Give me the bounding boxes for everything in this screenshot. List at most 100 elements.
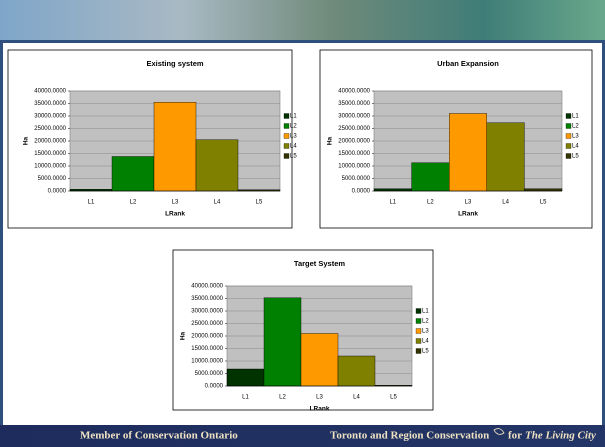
y-tick-label: 30000.0000: [191, 309, 223, 315]
footer-left: Member of Conservation Ontario: [80, 430, 238, 442]
legend-swatch: [283, 153, 290, 159]
x-axis-label: LRank: [310, 406, 330, 413]
legend-swatch: [565, 133, 572, 139]
legend-swatch: [415, 308, 422, 314]
bar: [524, 188, 563, 192]
legend-swatch: [415, 338, 422, 344]
legend-label: L4: [422, 339, 429, 345]
legend-label: L5: [290, 154, 297, 160]
legend-label: L1: [290, 114, 297, 120]
legend-label: L2: [572, 124, 579, 130]
x-tick-label: L1: [389, 200, 396, 206]
chart-title: Target System: [294, 259, 345, 268]
right-border: [602, 43, 605, 425]
x-tick-label: L3: [316, 395, 323, 401]
legend-label: L3: [422, 329, 429, 335]
chart-title: Existing system: [146, 59, 203, 68]
legend-swatch: [415, 348, 422, 354]
legend-swatch: [565, 153, 572, 159]
bar: [449, 113, 488, 192]
y-axis-label: Ha: [23, 136, 30, 145]
legend-label: L3: [572, 134, 579, 140]
legend-swatch: [283, 143, 290, 149]
footer-logo: [493, 428, 505, 435]
legend-swatch: [565, 143, 572, 149]
x-tick-label: L2: [427, 200, 434, 206]
bar: [486, 122, 525, 192]
y-tick-label: 20000.0000: [34, 139, 66, 145]
y-tick-label: 10000.0000: [338, 164, 370, 170]
bar: [337, 355, 376, 387]
header-rule: [0, 40, 605, 43]
bar: [195, 139, 239, 192]
x-tick-label: L1: [88, 200, 95, 206]
y-tick-label: 25000.0000: [191, 321, 223, 327]
legend-label: L3: [290, 134, 297, 140]
y-tick-label: 0.0000: [352, 189, 371, 195]
legend-label: L4: [572, 144, 579, 150]
x-tick-label: L3: [465, 200, 472, 206]
footer-bar: [0, 425, 605, 447]
legend-label: L4: [290, 144, 297, 150]
legend-swatch: [283, 133, 290, 139]
bar: [373, 188, 412, 192]
legend-label: L5: [572, 154, 579, 160]
x-tick-label: L5: [256, 200, 263, 206]
y-tick-label: 40000.0000: [191, 284, 223, 290]
x-tick-label: L2: [279, 395, 286, 401]
left-border: [0, 43, 3, 425]
x-axis-label: LRank: [458, 211, 478, 218]
footer-tagline: The Living City: [525, 430, 596, 442]
legend-swatch: [565, 123, 572, 129]
legend-swatch: [565, 113, 572, 119]
legend-label: L2: [290, 124, 297, 130]
y-tick-label: 30000.0000: [34, 114, 66, 120]
x-tick-label: L5: [390, 395, 397, 401]
legend-swatch: [283, 113, 290, 119]
x-tick-label: L4: [214, 200, 221, 206]
y-axis-label: Ha: [327, 136, 334, 145]
y-tick-label: 20000.0000: [191, 334, 223, 340]
bar: [153, 102, 197, 192]
y-tick-label: 40000.0000: [338, 89, 370, 95]
y-tick-label: 10000.0000: [34, 164, 66, 170]
x-tick-label: L4: [502, 200, 509, 206]
legend-swatch: [283, 123, 290, 129]
y-tick-label: 35000.0000: [338, 101, 370, 107]
y-tick-label: 20000.0000: [338, 139, 370, 145]
legend-label: L1: [572, 114, 579, 120]
y-tick-label: 15000.0000: [191, 346, 223, 352]
legend-label: L5: [422, 349, 429, 355]
y-axis-label: Ha: [180, 331, 187, 340]
y-tick-label: 5000.0000: [38, 176, 67, 182]
x-tick-label: L4: [353, 395, 360, 401]
y-tick-label: 25000.0000: [34, 126, 66, 132]
x-axis-label: LRank: [165, 211, 185, 218]
bar: [111, 156, 155, 192]
y-tick-label: 40000.0000: [34, 89, 66, 95]
footer-tagline-prefix: for: [508, 430, 522, 442]
y-tick-label: 30000.0000: [338, 114, 370, 120]
chart-title: Urban Expansion: [437, 59, 499, 68]
y-tick-label: 0.0000: [48, 189, 67, 195]
y-tick-label: 5000.0000: [342, 176, 371, 182]
y-tick-label: 15000.0000: [338, 151, 370, 157]
y-tick-label: 10000.0000: [191, 359, 223, 365]
y-tick-label: 35000.0000: [34, 101, 66, 107]
bar: [300, 333, 339, 387]
x-tick-label: L1: [242, 395, 249, 401]
y-tick-label: 15000.0000: [34, 151, 66, 157]
footer-right: Toronto and Region Conservation: [330, 430, 489, 442]
x-tick-label: L5: [540, 200, 547, 206]
bar: [263, 297, 302, 387]
legend-label: L1: [422, 309, 429, 315]
y-tick-label: 25000.0000: [338, 126, 370, 132]
bar: [226, 368, 265, 387]
legend-label: L2: [422, 319, 429, 325]
header-banner: [0, 0, 605, 42]
x-tick-label: L2: [130, 200, 137, 206]
bar: [411, 162, 450, 192]
y-tick-label: 5000.0000: [195, 371, 224, 377]
x-tick-label: L3: [172, 200, 179, 206]
